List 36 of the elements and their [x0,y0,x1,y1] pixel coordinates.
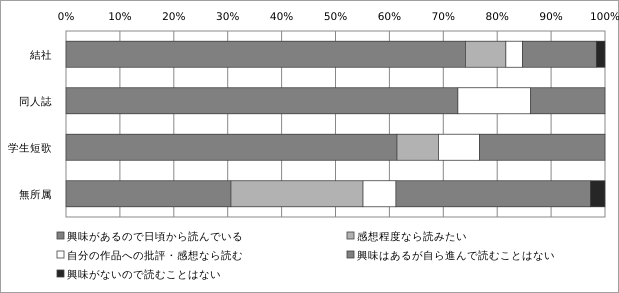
bar [362,180,396,208]
x-tick-label: 70% [432,11,455,23]
y-tick-label: 無所属 [19,188,52,201]
bar [479,134,606,161]
bar [438,134,480,161]
bar [66,180,232,208]
legend-label: 興味があるので日頃から読んでいる [67,230,243,243]
bar [522,40,597,68]
legend-label: 自分の作品への批評・感想なら読む [67,249,243,262]
x-tick-label: 30% [216,11,240,23]
bar [66,40,466,68]
x-tick-label: 50% [324,11,348,23]
legend-label: 興味はあるが自ら進んで読むことはない [357,249,555,262]
bar [596,40,606,68]
bar [395,180,591,208]
x-tick-label: 10% [108,11,132,23]
y-tick-label: 学生短歌 [8,141,52,154]
y-tick-label: 同人誌 [19,94,52,108]
x-tick-label: 80% [486,11,509,23]
bar [530,87,606,114]
x-tick-label: 40% [270,11,294,23]
x-tick-label: 90% [539,11,563,23]
bar [465,40,506,68]
bar [505,40,523,68]
bar [66,87,458,114]
legend-label: 興味がないので読むことはない [67,268,221,281]
bar [396,134,439,161]
y-tick-label: 結社 [29,48,52,62]
bar [230,180,364,208]
bar [66,134,398,161]
bar [457,87,532,114]
x-tick-label: 0% [58,11,74,23]
x-tick-label: 20% [162,11,186,23]
bar [590,180,606,208]
legend-label: 感想程度なら読みたい [357,230,467,243]
x-tick-label: 60% [378,11,402,23]
